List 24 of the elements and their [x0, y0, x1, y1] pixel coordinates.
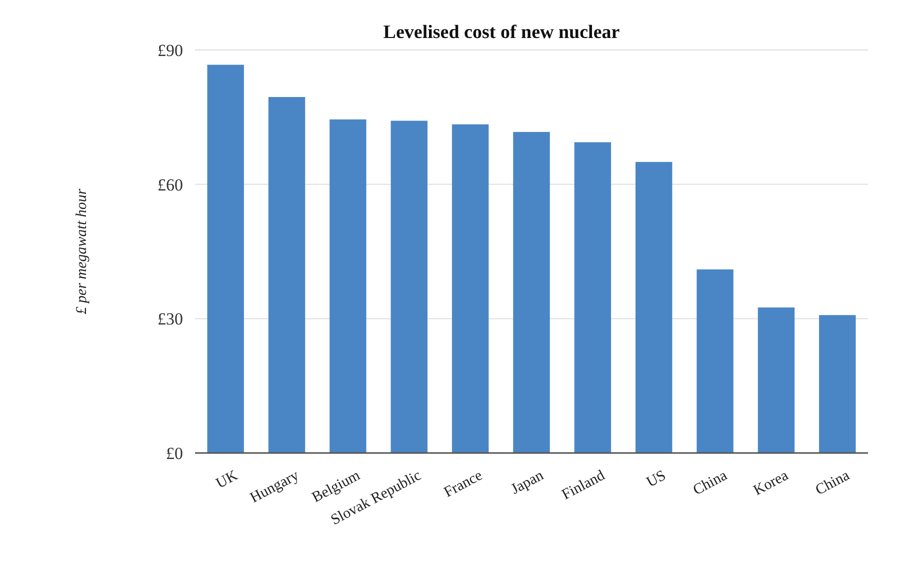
x-tick-label: Japan	[508, 467, 547, 498]
x-tick-label: China	[690, 468, 730, 499]
y-tick-label: £0	[166, 444, 183, 463]
bar	[636, 162, 672, 453]
bar	[207, 64, 244, 453]
bar	[330, 119, 366, 453]
y-tick-label: £90	[158, 40, 183, 60]
chart-title: Levelised cost of new nuclear	[383, 22, 620, 43]
bar	[819, 315, 856, 453]
x-tick-label: Korea	[751, 468, 792, 500]
x-tick-label: US	[644, 468, 669, 491]
y-tick-label: £60	[158, 175, 183, 194]
bar	[758, 307, 795, 453]
bar	[268, 97, 306, 453]
bar	[696, 269, 734, 453]
bar	[574, 142, 612, 453]
y-axis-title: £ per megawatt hour	[74, 188, 90, 314]
y-tick-label: £30	[158, 310, 183, 329]
x-tick-label: France	[442, 468, 486, 501]
bar	[390, 120, 428, 453]
bar	[452, 124, 489, 453]
x-tick-label: China	[813, 468, 853, 499]
bar	[513, 132, 550, 453]
x-tick-label: UK	[214, 468, 241, 492]
